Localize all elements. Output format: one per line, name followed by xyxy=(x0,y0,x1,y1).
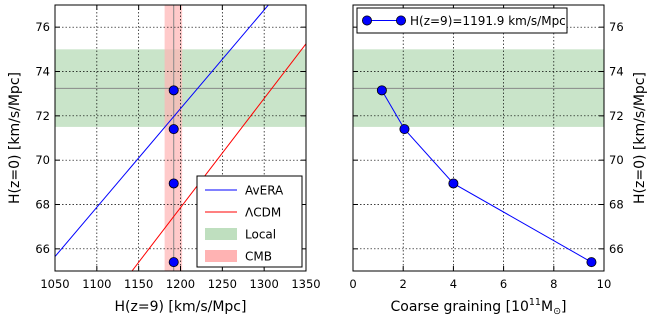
panel-right-x-tick-label: 10 xyxy=(597,277,612,291)
panel-right-data-point xyxy=(399,124,410,135)
panel-right-legend-marker xyxy=(361,15,372,26)
panel-left-legend-handle xyxy=(205,250,237,262)
panel-left-legend-label: Local xyxy=(245,228,276,242)
panel-left-legend-handle xyxy=(205,228,237,240)
panel-right-axes-frame xyxy=(352,4,605,272)
panel-left-plot-area xyxy=(55,5,306,271)
panel-left-y-tick-label: 70 xyxy=(35,153,50,167)
panel-right-x-tick-label: 4 xyxy=(450,277,457,291)
panel-right-legend-label: H(z=9)=1191.9 km/s/Mpc xyxy=(410,14,566,28)
panel-right-data-point xyxy=(376,85,387,96)
panel-right-data-point xyxy=(448,178,459,189)
panel-left-y-tick-label: 74 xyxy=(35,65,50,79)
panel-left-legend-label: AvERA xyxy=(245,184,284,198)
panel-left-x-tick-label: 1150 xyxy=(124,277,153,291)
panel-right-x-axis-label-main: Coarse graining [10 xyxy=(390,299,528,315)
panel-left-x-tick-label: 1250 xyxy=(208,277,237,291)
panel-right-data-point xyxy=(586,257,597,268)
panel-left-lcdm-line xyxy=(131,43,306,271)
panel-left-x-tick-label: 1350 xyxy=(291,277,320,291)
panel-right-x-axis-label-exponent: 11 xyxy=(529,297,541,308)
panel-left-data-point xyxy=(168,85,179,96)
panel-left-x-tick-label: 1200 xyxy=(166,277,195,291)
panel-right-y-tick-label: 68 xyxy=(609,198,624,212)
panel-left-x-tick-label: 1050 xyxy=(40,277,69,291)
panel-right-x-axis-label: Coarse graining [1011M⊙] xyxy=(390,297,566,317)
panel-right-x-tick-label: 8 xyxy=(550,277,557,291)
panel-left-x-tick-label: 1300 xyxy=(250,277,279,291)
panel-left-y-tick-label: 76 xyxy=(35,20,50,34)
panel-left-y-axis-label: H(z=0) [km/s/Mpc] xyxy=(7,72,23,204)
panel-left-avera-line xyxy=(55,5,269,257)
panel-right-x-tick-label: 0 xyxy=(349,277,356,291)
panel-right-legend-marker xyxy=(395,15,406,26)
panel-left-x-axis-label: H(z=9) [km/s/Mpc] xyxy=(115,299,247,315)
panel-left-y-tick-label: 66 xyxy=(35,242,50,256)
panel-right-y-tick-label: 76 xyxy=(609,20,624,34)
panel-right-x-axis-label-subscript: ⊙ xyxy=(553,306,561,317)
panel-left-data-point xyxy=(168,124,179,135)
panel-left-legend-label: ΛCDM xyxy=(245,206,281,220)
panel-left-data-point xyxy=(168,178,179,189)
panel-left-legend-label: CMB xyxy=(245,250,272,264)
panel-right-x-tick-label: 6 xyxy=(500,277,507,291)
panel-right-y-tick-label: 74 xyxy=(609,65,624,79)
panel-right-x-tick-label: 2 xyxy=(400,277,407,291)
panel-left-x-tick-label: 1100 xyxy=(82,277,111,291)
panel-right-x-axis-label-close: ] xyxy=(561,299,566,315)
panel-right-series-line xyxy=(381,90,592,263)
panel-right-y-tick-label: 72 xyxy=(609,109,624,123)
panel-left-data-point xyxy=(168,257,179,268)
panel-right-y-tick-label: 70 xyxy=(609,153,624,167)
panel-right-y-axis-label: H(z=0) [km/s/Mpc] xyxy=(632,72,648,204)
panel-left-y-tick-label: 68 xyxy=(35,198,50,212)
panel-right-y-tick-label: 66 xyxy=(609,242,624,256)
panel-right-x-axis-label-unit: M xyxy=(541,299,553,315)
panel-left-y-tick-label: 72 xyxy=(35,109,50,123)
panel-right-plot-area xyxy=(353,5,604,271)
panel-left-plot: 1050 1100 1150 1200 1250 1300 1350 66 68 70 72 74 76… xyxy=(7,4,321,315)
